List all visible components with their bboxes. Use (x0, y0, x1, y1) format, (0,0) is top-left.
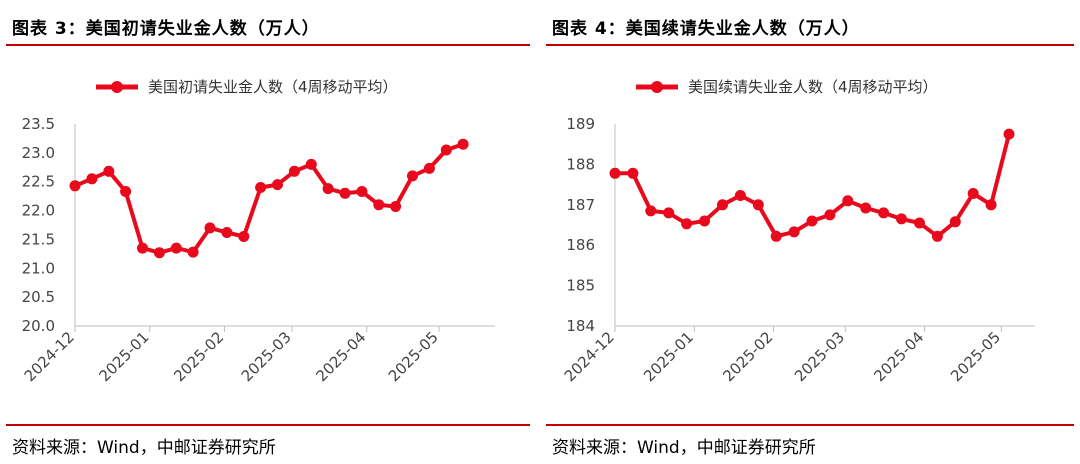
x-tick-label: 2025-05 (385, 328, 442, 385)
y-tick-label: 185 (566, 277, 595, 295)
legend-label: 美国初请失业金人数（4周移动平均） (148, 78, 398, 96)
data-point (322, 183, 334, 195)
x-tick-label: 2025-01 (640, 328, 697, 385)
data-point (967, 188, 979, 199)
y-tick-label: 187 (566, 196, 595, 214)
data-point (788, 226, 800, 238)
x-tick-label: 2025-02 (719, 328, 776, 385)
data-point (390, 201, 402, 212)
chart-panel-continuing-claims: 图表 4：美国续请失业金人数（万人） 美国续请失业金人数（4周移动平均） 184 1… (540, 0, 1080, 464)
y-tick-label: 22.5 (22, 173, 55, 191)
data-point (204, 222, 216, 234)
data-point (824, 209, 836, 221)
data-point (423, 162, 435, 174)
data-point (985, 199, 997, 211)
data-point (187, 246, 199, 258)
data-point (770, 230, 782, 242)
data-point (752, 199, 764, 211)
y-tick-label: 22.0 (22, 202, 55, 220)
data-point (356, 186, 368, 197)
top-rule (546, 44, 1074, 46)
y-tick-label: 189 (566, 115, 595, 133)
data-point (457, 138, 469, 150)
chart-panel-initial-claims: 图表 3：美国初请失业金人数（万人） 美国初请失业金人数（4周移动平均） 20.0… (6, 19, 530, 458)
y-tick-label: 20.0 (22, 317, 55, 335)
x-tick-label: 2025-04 (312, 328, 369, 385)
x-tick-label: 2025-05 (947, 328, 1004, 385)
data-point (681, 218, 693, 230)
y-tick-label: 184 (566, 317, 595, 335)
data-point (238, 231, 250, 242)
x-tick-label: 2025-02 (170, 328, 227, 385)
data-point (663, 207, 675, 219)
data-point (699, 215, 710, 227)
x-tick-label: 2025-03 (238, 328, 295, 385)
series-line (74, 142, 464, 255)
y-tick-label: 21.0 (22, 259, 55, 277)
data-point (896, 213, 907, 225)
source-note: 资料来源：Wind，中邮证券研究所 (12, 438, 276, 458)
y-tick-label: 188 (566, 155, 595, 173)
y-tick-label: 23.0 (22, 144, 55, 162)
data-point (878, 207, 890, 219)
data-point (914, 217, 925, 229)
top-rule (6, 44, 530, 46)
data-point (69, 180, 81, 192)
y-tick-label: 186 (566, 236, 595, 254)
data-point (86, 173, 98, 185)
y-tick-label: 21.5 (22, 230, 55, 248)
data-point (842, 195, 854, 207)
x-tick-label: 2024-12 (21, 328, 78, 385)
bottom-rule (6, 424, 530, 426)
source-note: 资料来源：Wind，中邮证券研究所 (552, 438, 816, 458)
y-tick-label: 23.5 (22, 115, 55, 133)
data-point (373, 199, 385, 211)
data-point (806, 215, 818, 227)
data-point (949, 216, 961, 228)
data-point (305, 158, 317, 170)
x-tick-label: 2024-12 (561, 328, 618, 385)
bottom-rule (546, 424, 1074, 426)
data-point (609, 167, 621, 179)
data-point (339, 187, 351, 199)
data-point (272, 179, 283, 191)
x-tick-label: 2025-03 (791, 328, 848, 385)
legend-label: 美国续请失业金人数（4周移动平均） (688, 78, 938, 96)
data-point (860, 202, 872, 214)
data-point (153, 247, 165, 259)
data-point (734, 190, 746, 201)
data-point (645, 205, 657, 217)
data-point (170, 242, 182, 254)
line-chart-initial-claims: 美国初请失业金人数（4周移动平均） 20.0 20.5 21.0 21.5 22.0 22.… (21, 78, 495, 385)
data-point (440, 144, 452, 156)
legend-marker (111, 81, 123, 93)
x-tick-label: 2025-01 (96, 328, 153, 385)
data-point (255, 182, 267, 193)
data-point (931, 230, 943, 242)
data-point (717, 199, 728, 211)
data-point (137, 242, 148, 254)
data-point (221, 227, 233, 238)
data-point (1003, 128, 1015, 140)
data-point (103, 165, 115, 177)
figure-title: 图表 4：美国续请失业金人数（万人） (552, 19, 860, 39)
y-tick-label: 20.5 (22, 288, 55, 306)
data-point (120, 186, 132, 197)
x-tick-label: 2025-04 (870, 328, 927, 385)
line-chart-continuing-claims: 美国续请失业金人数（4周移动平均） 184 185 186 187 188 189 2024-… (561, 78, 1035, 385)
figure-title: 图表 3：美国初请失业金人数（万人） (12, 19, 320, 39)
data-point (288, 165, 300, 177)
legend-marker (651, 81, 663, 93)
data-point (407, 170, 418, 182)
data-point (627, 167, 639, 179)
